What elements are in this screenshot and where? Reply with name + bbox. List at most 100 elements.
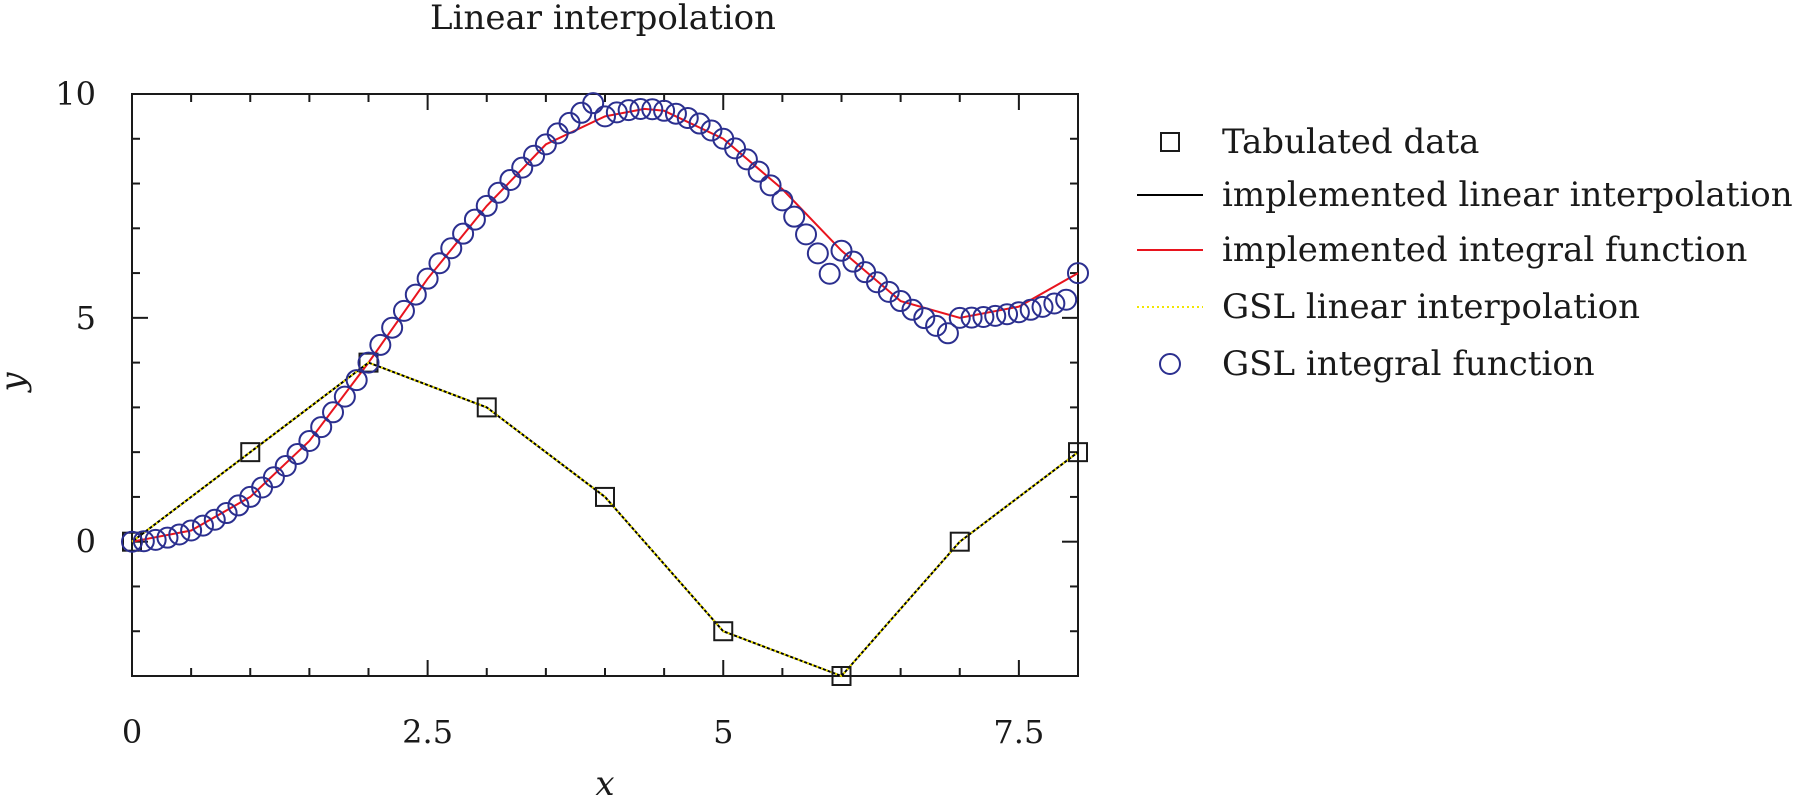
gsl-integral-point bbox=[274, 455, 297, 478]
gsl-integral-point bbox=[404, 283, 427, 306]
tabulated-point bbox=[595, 486, 615, 507]
gsl-integral-point bbox=[747, 160, 770, 183]
tabulated-point bbox=[949, 531, 970, 552]
gsl-integral-point bbox=[948, 306, 971, 329]
plot-frame bbox=[131, 93, 1079, 677]
legend-label: Tabulated data bbox=[1222, 122, 1479, 162]
gsl-integral-point bbox=[700, 119, 723, 142]
gsl-integral-point bbox=[215, 502, 238, 525]
gsl-integral-point bbox=[322, 401, 345, 424]
gsl-integral-point bbox=[664, 102, 687, 125]
gsl-integral-point bbox=[830, 239, 853, 262]
legend-swatch-gsl-integral bbox=[1159, 353, 1181, 375]
y-tick-label: 0 bbox=[76, 523, 96, 561]
gsl-integral-point bbox=[925, 314, 948, 337]
gsl-integral-point bbox=[854, 261, 877, 284]
gsl-integral-point bbox=[475, 194, 498, 217]
gsl-integral-point bbox=[534, 133, 557, 156]
y-axis-label: y bbox=[0, 372, 33, 394]
gsl-integral-point bbox=[936, 322, 959, 345]
y-tick-label: 10 bbox=[55, 75, 96, 113]
x-tick-label: 2.5 bbox=[402, 713, 453, 751]
gsl-integral-point bbox=[771, 189, 794, 212]
y-tick-labels: 0 5 10 bbox=[55, 75, 96, 561]
gsl-integral-point bbox=[392, 299, 415, 322]
gsl-integral-point bbox=[889, 290, 912, 313]
gsl-integral-point bbox=[688, 112, 711, 135]
gsl-integral-point bbox=[357, 351, 380, 374]
gsl-integral-point bbox=[262, 466, 285, 489]
series-layer bbox=[121, 92, 1089, 686]
gsl-integral-point bbox=[227, 494, 250, 517]
gsl-integral-point bbox=[960, 306, 983, 329]
gsl-integral-point bbox=[735, 148, 758, 171]
legend-label: implemented linear interpolation bbox=[1222, 175, 1793, 215]
tabulated-point bbox=[476, 397, 497, 418]
gsl-integral-point bbox=[298, 429, 321, 452]
gsl-integral-point bbox=[345, 369, 368, 392]
gsl-integral-point bbox=[641, 98, 664, 121]
gsl-integral-point bbox=[440, 237, 463, 260]
gsl-integral-point bbox=[203, 508, 226, 531]
gsl-integral-point bbox=[499, 168, 522, 191]
series-line-implemented-integral bbox=[131, 107, 1079, 543]
gsl-integral-point bbox=[676, 106, 699, 129]
gsl-integral-point bbox=[653, 99, 676, 122]
gsl-integral-point bbox=[416, 267, 439, 290]
gsl-integral-point bbox=[428, 252, 451, 275]
x-tick-label: 5 bbox=[713, 713, 733, 751]
gsl-integral-point bbox=[913, 307, 936, 330]
gsl-integral-point bbox=[369, 333, 392, 356]
legend-swatch-tabulated bbox=[1160, 132, 1180, 152]
gsl-integral-point bbox=[144, 528, 167, 551]
gsl-integral-point bbox=[523, 144, 546, 167]
series-line-gsl-linear bbox=[131, 361, 1079, 678]
gsl-integral-point bbox=[972, 305, 995, 328]
gsl-integral-point bbox=[1031, 295, 1054, 318]
gsl-integral-point bbox=[1043, 292, 1066, 315]
legend-label: implemented integral function bbox=[1222, 230, 1747, 270]
gsl-integral-point bbox=[333, 385, 356, 408]
y-tick-label: 5 bbox=[76, 299, 96, 337]
gsl-integral-point bbox=[191, 514, 214, 537]
gsl-integral-point bbox=[168, 523, 191, 546]
gsl-integral-point bbox=[558, 111, 581, 134]
legend: Tabulated data implemented linear interpo… bbox=[1137, 122, 1793, 384]
gsl-integral-point bbox=[759, 174, 782, 197]
gsl-integral-point bbox=[310, 416, 333, 439]
x-tick-labels: 0 2.5 5 7.5 bbox=[122, 713, 1045, 751]
gsl-integral-point bbox=[180, 519, 203, 542]
gsl-integral-point bbox=[121, 530, 143, 553]
gsl-integral-point bbox=[452, 222, 475, 245]
gsl-integral-point bbox=[984, 304, 1007, 327]
gsl-integral-point bbox=[795, 223, 818, 246]
tabulated-point bbox=[1068, 442, 1088, 463]
gsl-integral-point bbox=[724, 137, 747, 160]
gsl-integral-point bbox=[1055, 288, 1078, 311]
gsl-integral-point bbox=[1067, 262, 1089, 285]
gsl-integral-point bbox=[582, 92, 605, 115]
gsl-integral-point bbox=[546, 122, 569, 145]
legend-label: GSL linear interpolation bbox=[1222, 287, 1640, 327]
x-tick-label: 0 bbox=[122, 713, 142, 751]
series-line-implemented-linear bbox=[131, 361, 1079, 678]
gsl-integral-point bbox=[594, 105, 616, 128]
tabulated-point bbox=[713, 621, 734, 642]
axis-ticks bbox=[131, 93, 1079, 677]
gsl-integral-point bbox=[156, 526, 179, 549]
gsl-integral-point bbox=[806, 242, 829, 265]
gsl-integral-point bbox=[996, 303, 1019, 326]
gsl-integral-point bbox=[381, 316, 404, 339]
x-axis-label: x bbox=[595, 764, 614, 801]
gsl-integral-point bbox=[511, 156, 534, 179]
x-tick-label: 7.5 bbox=[993, 713, 1044, 751]
gsl-integral-point bbox=[1007, 301, 1030, 324]
gsl-integral-point bbox=[487, 181, 510, 204]
gsl-integral-point bbox=[1019, 298, 1042, 321]
gsl-integral-point bbox=[132, 530, 155, 553]
gsl-integral-point bbox=[463, 208, 486, 231]
gsl-integral-point bbox=[629, 97, 652, 120]
gsl-integral-point bbox=[605, 101, 628, 124]
gsl-integral-point bbox=[818, 262, 841, 285]
